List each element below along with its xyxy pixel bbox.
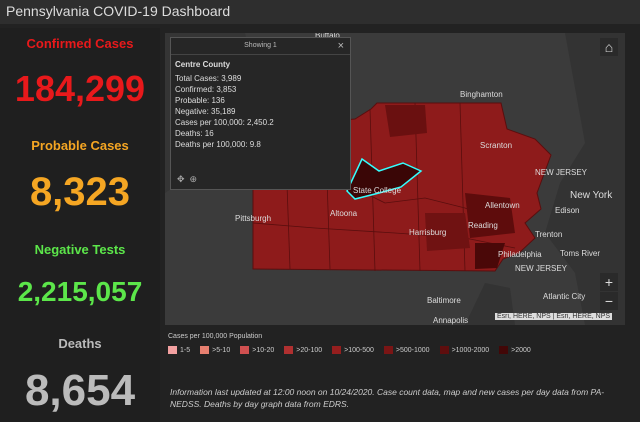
- legend-label: >20-100: [296, 346, 323, 354]
- county: [475, 243, 505, 269]
- water: [545, 33, 625, 325]
- map-label: State College: [353, 186, 402, 195]
- legend-swatch: [383, 346, 393, 354]
- footer-note: Information last updated at 12:00 noon o…: [170, 387, 605, 409]
- stats-panel: Confirmed Cases 184,299 Probable Cases 8,32…: [0, 28, 160, 422]
- map-label: Philadelphia: [498, 250, 542, 259]
- legend-title: Cases per 100,000 Population: [168, 333, 263, 340]
- map-label: Baltimore: [427, 296, 461, 305]
- legend-label: >100-500: [344, 346, 374, 354]
- legend-item: >2000: [499, 346, 531, 354]
- legend-swatch: [499, 346, 509, 354]
- county: [385, 105, 427, 137]
- legend-item: >100-500: [332, 346, 374, 354]
- map-label: Scranton: [480, 141, 512, 150]
- popup-line: Confirmed: 3,853: [175, 85, 237, 94]
- close-button[interactable]: ×: [337, 40, 344, 52]
- popup-line: Cases per 100,000: 2,450.2: [175, 118, 274, 127]
- legend-label: >10-20: [252, 346, 275, 354]
- legend-swatch: [200, 346, 210, 354]
- stat-value: 2,215,057: [17, 276, 143, 307]
- county: [425, 213, 470, 251]
- attribution: Esri, HERE, NPS | Esri, HERE, NPS: [495, 313, 613, 320]
- map-canvas: Buffalo Binghamton Scranton NEW JERSEY New Y…: [165, 33, 625, 325]
- map-label: NEW JERSEY: [515, 264, 568, 273]
- stat-label: Negative Tests: [34, 242, 126, 257]
- zoom-in[interactable]: +: [600, 273, 618, 291]
- map-label: Harrisburg: [409, 228, 446, 237]
- map-label: Binghamton: [460, 90, 503, 99]
- legend-item: >10-20: [240, 346, 274, 354]
- legend-label: >5-10: [212, 346, 231, 354]
- popup-title: Centre County: [175, 60, 231, 69]
- map-label: Altoona: [330, 209, 358, 218]
- map-labels: Buffalo Binghamton Scranton NEW JERSEY New Y…: [235, 33, 613, 325]
- popup-line: Probable: 136: [175, 96, 225, 105]
- popup: Showing 1 × Centre County Total Cases: 3,…: [170, 37, 351, 190]
- map-label: Annapolis: [433, 316, 468, 325]
- home-button[interactable]: ⌂: [600, 38, 618, 56]
- popup-lines: Total Cases: 3,989 Confirmed: 3,853 Probab…: [171, 73, 350, 150]
- popup-header: Showing 1 ×: [171, 38, 350, 55]
- stat-label: Confirmed Cases: [26, 36, 134, 51]
- stat-label: Deaths: [58, 336, 102, 351]
- stat-value: 8,323: [29, 170, 131, 214]
- popup-line: Negative: 35,189: [175, 107, 236, 116]
- map[interactable]: Buffalo Binghamton Scranton NEW JERSEY New Y…: [165, 33, 625, 325]
- centre-county[interactable]: [346, 157, 423, 200]
- popup-line: Deaths per 100,000: 9.8: [175, 140, 261, 149]
- map-label: Reading: [468, 221, 498, 230]
- county: [465, 193, 515, 238]
- map-label: Allentown: [485, 201, 520, 210]
- legend-item: >1000-2000: [439, 346, 490, 354]
- legend-swatch: [284, 346, 294, 354]
- stat-value: 184,299: [14, 68, 146, 109]
- legend-item: >5-10: [200, 346, 230, 354]
- map-label: New York: [570, 190, 613, 201]
- map-label: Trenton: [535, 230, 562, 239]
- legend-swatch: [168, 346, 177, 354]
- legend-label: 1-5: [180, 346, 191, 354]
- map-label: Atlantic City: [543, 292, 585, 301]
- map-label: Pittsburgh: [235, 214, 271, 223]
- map-label: Buffalo: [315, 33, 340, 40]
- stat-value: 8,654: [24, 366, 136, 415]
- popup-tools[interactable]: ✥ ⊕: [177, 174, 198, 184]
- legend-item: >20-100: [284, 346, 322, 354]
- zoom-out[interactable]: −: [600, 292, 618, 310]
- legend-label: >1000-2000: [451, 346, 490, 354]
- legend-label: >2000: [511, 346, 531, 354]
- popup-count: Showing 1: [244, 42, 277, 49]
- legend-item: >500-1000: [383, 346, 430, 354]
- map-label: NEW JERSEY: [535, 168, 588, 177]
- header-title: Pennsylvania COVID-19 Dashboard: [0, 0, 640, 24]
- legend: Cases per 100,000 Population 1-5 >5-10 >10…: [168, 333, 628, 363]
- map-label: Toms River: [560, 249, 600, 258]
- legend-label: >500-1000: [395, 346, 430, 354]
- legend-swatch: [240, 346, 250, 354]
- popup-line: Deaths: 16: [175, 129, 214, 138]
- popup-line: Total Cases: 3,989: [175, 74, 242, 83]
- map-label: Edison: [555, 206, 579, 215]
- legend-swatch: [332, 346, 342, 354]
- stat-label: Probable Cases: [31, 138, 129, 153]
- legend-items: 1-5 >5-10 >10-20 >20-100 >100-500 >500-1000 >1…: [168, 340, 628, 356]
- legend-item: 1-5: [168, 346, 190, 354]
- legend-swatch: [439, 346, 449, 354]
